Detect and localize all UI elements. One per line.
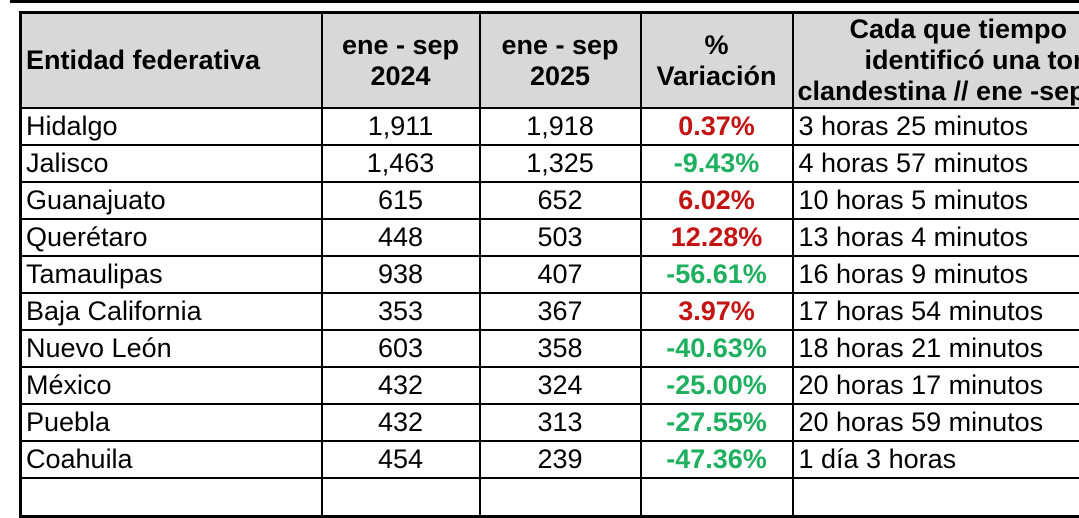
header-frecuencia-line1: Cada que tiempo (850, 14, 1079, 45)
cell-2025-value: 358 (480, 330, 641, 367)
table-row-partial (21, 478, 1079, 516)
cell-frequency: 4 horas 57 minutos (793, 145, 1079, 182)
cell-variation: -25.00% (641, 367, 793, 404)
header-pct-variacion-line2: Variación (642, 61, 792, 92)
header-ene-sep-2025-line1: ene - sep (481, 30, 640, 61)
table-row: Hidalgo 1,911 1,918 0.37% 3 horas 25 min… (21, 108, 1079, 145)
cell-2024-value: 938 (322, 256, 480, 293)
cell-2025-value: 1,918 (480, 108, 641, 145)
table-row: Guanajuato 615 652 6.02% 10 horas 5 minu… (21, 182, 1079, 219)
cell-2024-value: 432 (322, 367, 480, 404)
header-frecuencia-toma-clandestina: Cada que tiempo identificó una tor cland… (793, 13, 1079, 109)
table-row: México 432 324 -25.00% 20 horas 17 minut… (21, 367, 1079, 404)
header-pct-variacion-line1: % (642, 30, 792, 61)
cell-2025-value: 503 (480, 219, 641, 256)
cell-2025-value: 324 (480, 367, 641, 404)
cell-variation: 6.02% (641, 182, 793, 219)
table-body: Hidalgo 1,911 1,918 0.37% 3 horas 25 min… (21, 108, 1079, 516)
header-ene-sep-2024-line1: ene - sep (323, 30, 479, 61)
cell-2025-value: 407 (480, 256, 641, 293)
cell-entity: Hidalgo (21, 108, 322, 145)
cell-frequency: 16 horas 9 minutos (793, 256, 1079, 293)
cell-variation: -9.43% (641, 145, 793, 182)
cell-entity: México (21, 367, 322, 404)
cell-2024-value: 1,911 (322, 108, 480, 145)
cell-frequency: 3 horas 25 minutos (793, 108, 1079, 145)
cell-2024-value (322, 478, 480, 516)
table-header: Entidad federativa ene - sep 2024 ene - … (21, 13, 1079, 109)
cell-2025-value: 652 (480, 182, 641, 219)
cell-2025-value: 367 (480, 293, 641, 330)
top-edge-rule (10, 0, 1079, 3)
cell-entity: Jalisco (21, 145, 322, 182)
cell-2024-value: 454 (322, 441, 480, 478)
cell-variation: -56.61% (641, 256, 793, 293)
cell-variation: -47.36% (641, 441, 793, 478)
header-ene-sep-2024: ene - sep 2024 (322, 13, 480, 109)
cell-2025-value: 239 (480, 441, 641, 478)
cell-2025-value: 313 (480, 404, 641, 441)
cell-entity: Nuevo León (21, 330, 322, 367)
cell-2024-value: 1,463 (322, 145, 480, 182)
cell-frequency: 10 horas 5 minutos (793, 182, 1079, 219)
header-ene-sep-2025: ene - sep 2025 (480, 13, 641, 109)
cell-entity: Querétaro (21, 219, 322, 256)
cell-frequency: 17 horas 54 minutos (793, 293, 1079, 330)
table-row: Baja California 353 367 3.97% 17 horas 5… (21, 293, 1079, 330)
table-row: Coahuila 454 239 -47.36% 1 día 3 horas (21, 441, 1079, 478)
cell-frequency: 20 horas 17 minutos (793, 367, 1079, 404)
cell-frequency: 1 día 3 horas (793, 441, 1079, 478)
cell-frequency (793, 478, 1079, 516)
cell-frequency: 13 horas 4 minutos (793, 219, 1079, 256)
header-row: Entidad federativa ene - sep 2024 ene - … (21, 13, 1079, 109)
cell-entity (21, 478, 322, 516)
header-ene-sep-2024-line2: 2024 (323, 61, 479, 92)
cell-entity: Guanajuato (21, 182, 322, 219)
cell-2024-value: 432 (322, 404, 480, 441)
table-row: Nuevo León 603 358 -40.63% 18 horas 21 m… (21, 330, 1079, 367)
cell-2024-value: 448 (322, 219, 480, 256)
table-row: Tamaulipas 938 407 -56.61% 16 horas 9 mi… (21, 256, 1079, 293)
data-table-container: Entidad federativa ene - sep 2024 ene - … (19, 11, 1079, 518)
entity-variation-table: Entidad federativa ene - sep 2024 ene - … (19, 11, 1079, 518)
header-pct-variacion: % Variación (641, 13, 793, 109)
cell-variation: 3.97% (641, 293, 793, 330)
header-frecuencia-line3: clandestina // ene -sep (798, 76, 1079, 107)
cell-2025-value: 1,325 (480, 145, 641, 182)
cell-variation: -40.63% (641, 330, 793, 367)
header-ene-sep-2025-line2: 2025 (481, 61, 640, 92)
cell-2024-value: 603 (322, 330, 480, 367)
cell-2024-value: 353 (322, 293, 480, 330)
table-row: Puebla 432 313 -27.55% 20 horas 59 minut… (21, 404, 1079, 441)
table-row: Querétaro 448 503 12.28% 13 horas 4 minu… (21, 219, 1079, 256)
cell-2024-value: 615 (322, 182, 480, 219)
cell-entity: Baja California (21, 293, 322, 330)
cell-frequency: 18 horas 21 minutos (793, 330, 1079, 367)
cell-variation: 12.28% (641, 219, 793, 256)
cell-variation: -27.55% (641, 404, 793, 441)
header-frecuencia-line2: identificó una tor (865, 45, 1079, 76)
table-row: Jalisco 1,463 1,325 -9.43% 4 horas 57 mi… (21, 145, 1079, 182)
cell-entity: Puebla (21, 404, 322, 441)
cell-frequency: 20 horas 59 minutos (793, 404, 1079, 441)
cell-entity: Coahuila (21, 441, 322, 478)
header-entidad-federativa: Entidad federativa (21, 13, 322, 109)
cell-entity: Tamaulipas (21, 256, 322, 293)
cell-2025-value (480, 478, 641, 516)
cell-variation: 0.37% (641, 108, 793, 145)
cell-variation (641, 478, 793, 516)
